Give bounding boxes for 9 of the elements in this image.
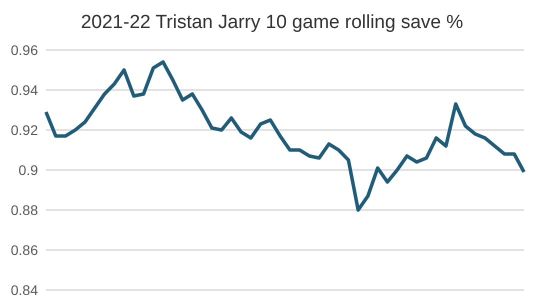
y-tick-label: 0.9 [18,162,38,178]
y-tick-label: 0.86 [10,242,38,258]
chart-title: 2021-22 Tristan Jarry 10 game rolling save % [80,11,464,35]
y-tick-label: 0.88 [10,202,38,218]
y-tick-label: 0.94 [10,82,38,98]
y-tick-label: 0.92 [10,122,38,138]
y-tick-label: 0.84 [10,282,38,298]
y-tick-label: 0.96 [10,42,38,58]
line-series [44,60,526,212]
